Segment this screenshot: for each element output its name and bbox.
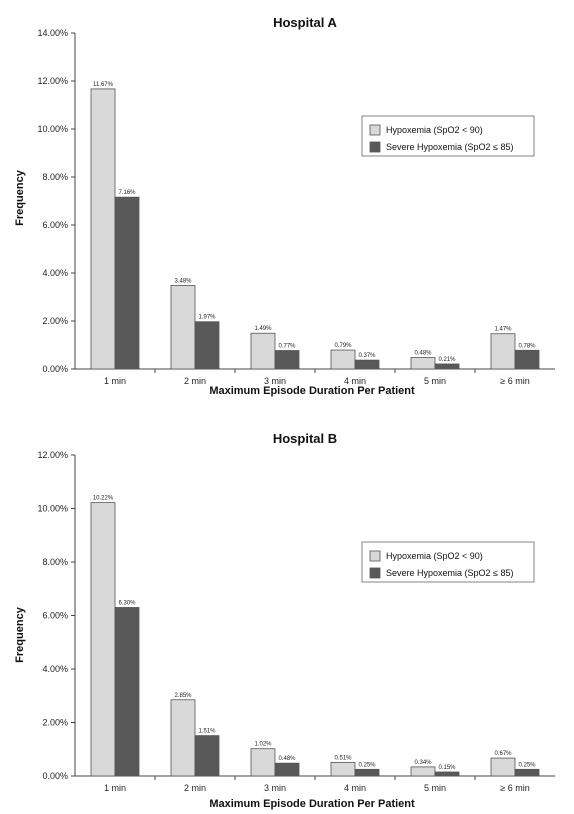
y-tick-label: 0.00%: [42, 364, 68, 374]
legend-entry: Hypoxemia (SpO2 < 90): [386, 125, 483, 135]
data-label: 0.48%: [278, 756, 296, 762]
data-label: 0.21%: [438, 357, 456, 363]
bar-severe-hypoxemia: [274, 762, 300, 777]
bar-hypoxemia: [90, 88, 116, 370]
data-label: 0.34%: [414, 760, 432, 766]
data-label: 1.51%: [198, 729, 216, 735]
data-label: 0.78%: [518, 343, 536, 349]
bar-hypoxemia: [410, 357, 436, 370]
x-tick-label: 4 min: [344, 783, 366, 793]
bar-hypoxemia: [250, 332, 276, 370]
x-tick-label: 1 min: [104, 783, 126, 793]
legend-swatch: [369, 141, 381, 153]
chart-hospital-a: Hospital A Frequency Maximum Episode Dur…: [14, 15, 555, 397]
bar-severe-hypoxemia: [434, 363, 460, 370]
x-tick-label: 5 min: [424, 783, 446, 793]
y-axis-title: Frequency: [14, 169, 26, 226]
legend-swatch: [369, 550, 381, 562]
data-label: 0.77%: [278, 344, 296, 350]
bar-severe-hypoxemia: [194, 321, 220, 370]
bar-hypoxemia: [250, 748, 276, 777]
data-label: 0.25%: [518, 762, 536, 768]
bar-severe-hypoxemia: [354, 359, 380, 370]
x-tick-label: 4 min: [344, 376, 366, 386]
legend-entry: Hypoxemia (SpO2 < 90): [386, 551, 483, 561]
y-tick-label: 8.00%: [42, 172, 68, 182]
data-label: 0.15%: [438, 765, 456, 771]
legend-entry: Severe Hypoxemia (SpO2 ≤ 85): [386, 142, 514, 152]
x-tick-label: 5 min: [424, 376, 446, 386]
legend-swatch: [369, 567, 381, 579]
legend-box: [361, 541, 535, 583]
bar-severe-hypoxemia: [434, 771, 460, 777]
data-label: 0.37%: [358, 353, 376, 359]
y-tick-label: 0.00%: [42, 771, 68, 781]
data-label: 10.22%: [93, 496, 114, 502]
x-axis-title: Maximum Episode Duration Per Patient: [209, 798, 415, 810]
data-label: 2.85%: [174, 693, 192, 699]
bar-hypoxemia: [330, 349, 356, 370]
y-tick-label: 12.00%: [37, 76, 68, 86]
legend-box: [361, 115, 535, 157]
bar-hypoxemia: [170, 285, 196, 370]
x-tick-label: 3 min: [264, 376, 286, 386]
data-label: 1.47%: [494, 327, 512, 333]
data-label: 0.25%: [358, 762, 376, 768]
x-tick-label: ≥ 6 min: [500, 376, 529, 386]
bar-severe-hypoxemia: [354, 768, 380, 777]
bar-hypoxemia: [490, 757, 516, 777]
bar-severe-hypoxemia: [274, 350, 300, 370]
y-tick-label: 12.00%: [37, 450, 68, 460]
y-tick-label: 10.00%: [37, 504, 68, 514]
chart-hospital-b: Hospital B Frequency Maximum Episode Dur…: [14, 431, 555, 810]
data-label: 6.30%: [118, 600, 136, 606]
x-axis-title: Maximum Episode Duration Per Patient: [209, 385, 415, 397]
y-tick-label: 14.00%: [37, 28, 68, 38]
data-label: 0.67%: [494, 751, 512, 757]
x-tick-label: 2 min: [184, 783, 206, 793]
legend: Hypoxemia (SpO2 < 90) Severe Hypoxemia (S…: [361, 115, 535, 157]
y-tick-label: 2.00%: [42, 718, 68, 728]
bar-severe-hypoxemia: [114, 607, 140, 777]
data-label: 3.48%: [174, 278, 192, 284]
data-label: 0.48%: [414, 350, 432, 356]
y-tick-label: 10.00%: [37, 124, 68, 134]
bar-severe-hypoxemia: [114, 196, 140, 370]
data-label: 1.02%: [254, 742, 272, 748]
data-label: 7.16%: [118, 190, 136, 196]
bar-hypoxemia: [410, 766, 436, 777]
bar-severe-hypoxemia: [194, 735, 220, 777]
x-tick-label: ≥ 6 min: [500, 783, 529, 793]
data-label: 1.49%: [254, 326, 272, 332]
legend-entry: Severe Hypoxemia (SpO2 ≤ 85): [386, 568, 514, 578]
bar-severe-hypoxemia: [514, 768, 540, 777]
chart-title: Hospital A: [273, 15, 337, 30]
chart-title: Hospital B: [273, 431, 337, 446]
y-tick-label: 2.00%: [42, 316, 68, 326]
y-tick-label: 6.00%: [42, 220, 68, 230]
data-label: 1.97%: [198, 315, 216, 321]
x-tick-label: 2 min: [184, 376, 206, 386]
data-label: 0.51%: [334, 755, 352, 761]
bar-hypoxemia: [330, 761, 356, 777]
y-axis-title: Frequency: [14, 606, 26, 663]
bar-severe-hypoxemia: [514, 349, 540, 370]
bar-hypoxemia: [490, 333, 516, 370]
bar-hypoxemia: [90, 502, 116, 777]
x-tick-label: 3 min: [264, 783, 286, 793]
bar-hypoxemia: [170, 699, 196, 777]
y-tick-label: 6.00%: [42, 611, 68, 621]
data-label: 0.79%: [334, 343, 352, 349]
y-tick-label: 4.00%: [42, 268, 68, 278]
y-tick-label: 8.00%: [42, 557, 68, 567]
y-tick-label: 4.00%: [42, 664, 68, 674]
legend-swatch: [369, 124, 381, 136]
data-label: 11.67%: [93, 82, 114, 88]
legend: Hypoxemia (SpO2 < 90) Severe Hypoxemia (S…: [361, 541, 535, 583]
x-tick-label: 1 min: [104, 376, 126, 386]
